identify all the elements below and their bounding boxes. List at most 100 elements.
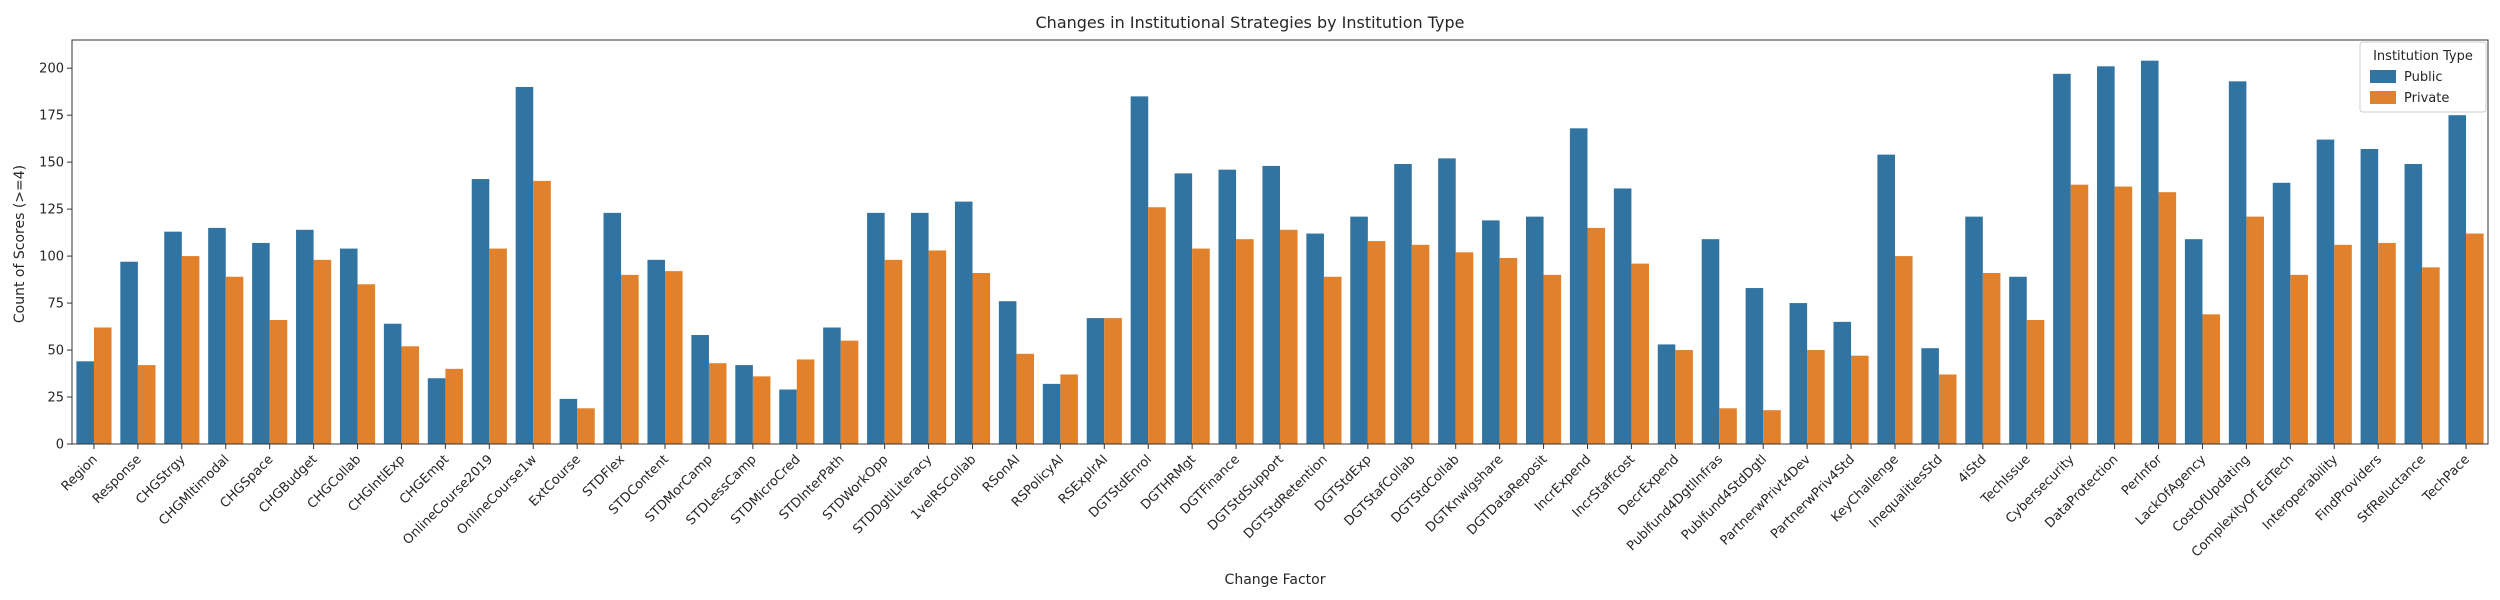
bar-private bbox=[1719, 408, 1737, 444]
bar-public bbox=[1877, 154, 1895, 444]
bar-public bbox=[471, 179, 490, 445]
bar-private bbox=[1192, 248, 1210, 444]
bar-private bbox=[884, 259, 903, 444]
bar-private bbox=[1060, 374, 1078, 444]
bar-public bbox=[1569, 128, 1588, 444]
bar-private bbox=[533, 180, 551, 444]
bar-public bbox=[1482, 220, 1500, 444]
bar-public bbox=[1350, 216, 1368, 444]
bar-private bbox=[225, 276, 244, 444]
bar-public bbox=[1262, 165, 1280, 444]
y-tick-label: 25 bbox=[47, 391, 64, 406]
bar-private bbox=[1280, 229, 1298, 444]
bar-public bbox=[823, 327, 841, 444]
bar-public bbox=[735, 365, 753, 444]
bar-public bbox=[1394, 164, 1412, 444]
bar-private bbox=[1543, 274, 1562, 444]
y-tick-label: 125 bbox=[39, 203, 64, 218]
bar-private bbox=[313, 259, 332, 444]
bar-private bbox=[1763, 410, 1781, 444]
x-tick-label: DGTStdRetention bbox=[1241, 452, 1331, 542]
legend: Institution Type Public Private bbox=[2359, 41, 2487, 113]
bar-public bbox=[1130, 96, 1149, 445]
bar-public bbox=[164, 231, 182, 444]
bar-public bbox=[1306, 233, 1324, 444]
bar-public bbox=[1086, 318, 1105, 444]
bar-public bbox=[2360, 148, 2379, 445]
legend-swatch-public bbox=[2370, 70, 2396, 83]
x-tick-label: Interoperability bbox=[2260, 452, 2341, 533]
bar-private bbox=[1851, 355, 1869, 444]
bar-private bbox=[2202, 314, 2221, 444]
bar-private bbox=[1411, 244, 1430, 444]
legend-label-private: Private bbox=[2404, 91, 2449, 106]
bar-public bbox=[1701, 239, 1720, 444]
bar-public bbox=[1833, 321, 1852, 444]
bar-public bbox=[1438, 158, 1456, 444]
bar-public bbox=[1174, 173, 1193, 444]
bar-public bbox=[2316, 139, 2335, 444]
bar-public bbox=[252, 242, 270, 444]
bar-private bbox=[1894, 256, 1913, 444]
series-private bbox=[93, 180, 2484, 444]
bar-private bbox=[1807, 350, 1825, 444]
x-tick-label: PartnerwPriv4Std bbox=[1768, 452, 1858, 542]
bar-private bbox=[2158, 192, 2177, 444]
bar-public bbox=[339, 248, 358, 444]
bar-private bbox=[708, 363, 727, 444]
x-axis-title: Change Factor bbox=[1225, 572, 1326, 588]
y-tick-label: 175 bbox=[39, 109, 64, 124]
bar-private bbox=[1367, 241, 1386, 444]
bar-public bbox=[2448, 115, 2467, 444]
bar-private bbox=[445, 368, 463, 444]
chart-title: Changes in Institutional Strategies by I… bbox=[1036, 13, 1465, 32]
bar-public bbox=[2053, 73, 2071, 444]
bar-private bbox=[269, 319, 288, 444]
bar-private bbox=[2378, 242, 2396, 444]
bar-public bbox=[998, 301, 1017, 444]
bar-private bbox=[93, 327, 112, 444]
bar-public bbox=[296, 229, 314, 444]
x-tick-label: CostOfUpdating bbox=[2170, 452, 2253, 535]
bar-public bbox=[2228, 81, 2247, 444]
bar-private bbox=[1016, 353, 1035, 444]
bar-private bbox=[1938, 374, 1957, 444]
x-tick-label: RSonAI bbox=[980, 452, 1023, 495]
bar-public bbox=[2184, 239, 2203, 444]
bar-private bbox=[1236, 239, 1254, 444]
bar-private bbox=[1631, 263, 1649, 444]
bar-private bbox=[2026, 319, 2045, 444]
bar-public bbox=[1745, 288, 1764, 444]
bar-private bbox=[357, 284, 376, 444]
bar-private bbox=[1499, 257, 1518, 444]
bar-public bbox=[515, 86, 534, 444]
bar-public bbox=[1042, 383, 1061, 444]
y-tick-label: 100 bbox=[39, 250, 64, 265]
bar-private bbox=[401, 346, 420, 444]
bar-private bbox=[2114, 186, 2133, 444]
y-tick-label: 200 bbox=[39, 62, 64, 77]
bar-public bbox=[603, 212, 622, 444]
bar-public bbox=[867, 212, 885, 444]
bar-public bbox=[2140, 60, 2159, 445]
bar-private bbox=[752, 376, 771, 444]
bar-public bbox=[2009, 276, 2027, 444]
bar-public bbox=[1218, 169, 1237, 444]
bar-private bbox=[137, 365, 156, 444]
x-tick-label: TechPace bbox=[2419, 452, 2472, 505]
bar-public bbox=[1613, 188, 1632, 444]
x-tick-label: DGTDataReposit bbox=[1464, 452, 1550, 538]
bar-private bbox=[928, 250, 947, 444]
bar-private bbox=[2290, 274, 2308, 444]
bar-private bbox=[1455, 252, 1474, 444]
bar-private bbox=[2246, 216, 2264, 444]
y-axis-title: Count of Scores (>=4) bbox=[12, 165, 28, 323]
plot-area: 0255075100125150175200RegionResponseCHGS… bbox=[39, 39, 2489, 560]
bar-private bbox=[1323, 276, 1342, 444]
y-tick-label: 150 bbox=[39, 156, 64, 171]
bar-private bbox=[972, 273, 991, 444]
bar-public bbox=[2404, 164, 2423, 444]
bar-private bbox=[1982, 273, 2001, 444]
